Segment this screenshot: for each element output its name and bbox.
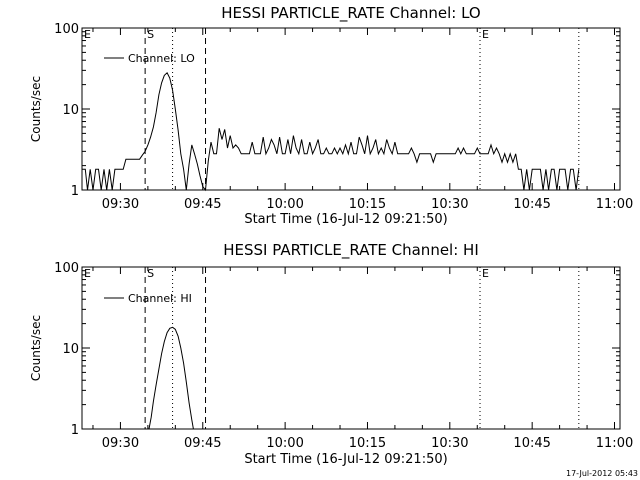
x-tick-label: 10:30 bbox=[431, 436, 468, 451]
x-tick-label: 10:45 bbox=[513, 436, 550, 451]
y-tick-label: 1 bbox=[71, 423, 79, 438]
chart-hi: HESSI PARTICLE_RATE Channel: HI E S E 09:3… bbox=[29, 241, 633, 467]
legend-label: Channel: LO bbox=[128, 52, 195, 65]
x-axis-ticks: 09:30 09:45 10:00 10:15 10:30 10:45 11:00 bbox=[92, 267, 633, 451]
y-axis-ticks: 1 10 100 bbox=[54, 22, 620, 199]
series-line bbox=[82, 71, 580, 192]
x-tick-label: 11:00 bbox=[596, 436, 633, 451]
series-hi bbox=[148, 326, 194, 430]
y-axis-label: Counts/sec bbox=[29, 76, 43, 142]
x-tick-label: 09:30 bbox=[102, 197, 139, 212]
x-tick-label: 10:00 bbox=[266, 436, 303, 451]
x-tick-label: 10:15 bbox=[349, 436, 386, 451]
x-tick-label: 09:45 bbox=[184, 197, 221, 212]
x-tick-label: 09:30 bbox=[102, 436, 139, 451]
series-lo bbox=[82, 71, 580, 192]
chart-title: HESSI PARTICLE_RATE Channel: HI bbox=[223, 241, 479, 260]
y-tick-label: 100 bbox=[54, 22, 79, 37]
x-tick-label: 10:00 bbox=[266, 197, 303, 212]
marker-label: E bbox=[84, 28, 91, 41]
x-axis-label: Start Time (16-Jul-12 09:21:50) bbox=[244, 212, 447, 227]
marker-label: E bbox=[482, 28, 489, 41]
y-axis-label: Counts/sec bbox=[29, 315, 43, 381]
y-tick-label: 10 bbox=[62, 342, 79, 357]
timestamp: 17-Jul-2012 05:43 bbox=[566, 469, 638, 478]
y-tick-label: 1 bbox=[71, 184, 79, 199]
x-axis-label: Start Time (16-Jul-12 09:21:50) bbox=[244, 452, 447, 467]
y-tick-label: 10 bbox=[62, 103, 79, 118]
chart-lo: HESSI PARTICLE_RATE Channel: LO E S E 09:3… bbox=[29, 4, 633, 227]
x-tick-label: 10:45 bbox=[513, 197, 550, 212]
x-tick-label: 09:45 bbox=[184, 436, 221, 451]
legend-label: Channel: HI bbox=[128, 292, 192, 305]
y-tick-label: 100 bbox=[54, 261, 79, 276]
x-tick-label: 10:15 bbox=[349, 197, 386, 212]
x-tick-label: 10:30 bbox=[431, 197, 468, 212]
x-axis-ticks: 09:30 09:45 10:00 10:15 10:30 10:45 11:00 bbox=[92, 28, 633, 212]
marker-label: S bbox=[147, 28, 154, 41]
x-tick-label: 11:00 bbox=[596, 197, 633, 212]
chart-title: HESSI PARTICLE_RATE Channel: LO bbox=[221, 4, 480, 23]
y-axis-ticks: 1 10 100 bbox=[54, 261, 620, 438]
series-line bbox=[148, 326, 194, 430]
marker-label: E bbox=[482, 267, 489, 280]
marker-label: E bbox=[84, 267, 91, 280]
marker-label: S bbox=[147, 267, 154, 280]
